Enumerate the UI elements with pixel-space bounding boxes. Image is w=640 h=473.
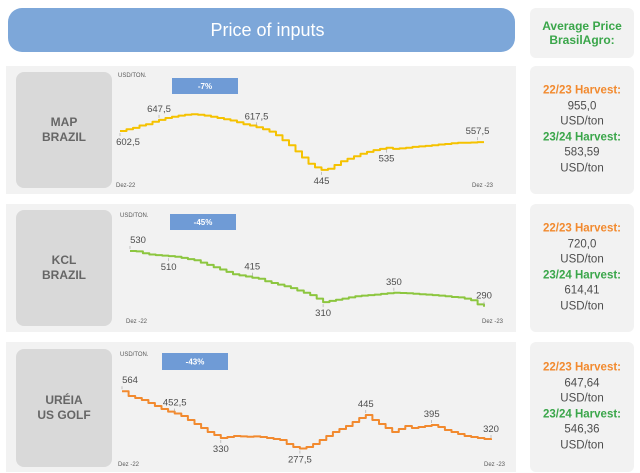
kcl-average-panel: 22/23 Harvest: 720,0 USD/ton 23/24 Harve… <box>530 204 634 332</box>
kcl-data-label: 310 <box>315 308 331 319</box>
map-data-label: 535 <box>379 154 395 165</box>
kcl-harvest-2223-unit: USD/ton <box>560 253 604 266</box>
map-chart: USD/TON. -7% Dez-22 Dez -23 602,5 647,5 617,5 4… <box>116 73 494 189</box>
map-data-label: 602,5 <box>116 137 140 148</box>
kcl-chart-panel: KCL BRAZIL USD/TON. -45% Dez -22 Dez -23 530… <box>6 204 516 332</box>
ureia-price-line <box>122 390 492 450</box>
ureia-name-line1: URÉIA <box>45 393 83 407</box>
map-harvest-2223-value: 955,0 <box>567 100 597 112</box>
kcl-label-box: KCL BRAZIL <box>16 210 112 326</box>
kcl-harvest-2324-value: 614,41 <box>564 284 600 297</box>
ureia-harvest-2223-value: 647,64 <box>564 377 600 389</box>
map-harvest-2223-unit: USD/ton <box>560 115 604 128</box>
title-bar: Price of inputs <box>8 8 515 52</box>
map-chart-panel: MAP BRAZIL USD/TON. -7% Dez-22 Dez -23 602,5… <box>6 66 516 194</box>
kcl-name-line2: BRAZIL <box>42 268 86 282</box>
kcl-harvest-2324-unit: USD/ton <box>560 300 604 312</box>
map-data-label: 445 <box>314 176 330 187</box>
map-change-label: -7% <box>198 82 212 91</box>
average-price-title-line1: Average Price <box>542 18 622 33</box>
ureia-data-label: 452,5 <box>163 398 187 409</box>
kcl-data-label: 530 <box>130 235 146 246</box>
map-label-box: MAP BRAZIL <box>16 72 112 188</box>
ureia-unit-label: USD/TON. <box>120 352 149 358</box>
kcl-unit-label: USD/TON. <box>120 213 149 219</box>
kcl-data-label: 290 <box>476 291 492 302</box>
map-data-label: 557,5 <box>466 126 490 137</box>
kcl-data-label: 350 <box>386 277 402 288</box>
map-name-line1: MAP <box>50 115 78 129</box>
map-price-line <box>120 113 484 171</box>
ureia-chart: USD/TON. -43% Dez -22 Dez -23 564 452,5 330 277… <box>118 352 506 468</box>
ureia-data-label: 445 <box>358 399 374 410</box>
ureia-harvest-2324-value: 546,36 <box>564 423 600 436</box>
ureia-change-label: -43% <box>186 358 205 367</box>
ureia-data-label: 330 <box>213 444 229 455</box>
map-change-box <box>172 78 238 94</box>
ureia-change-box <box>162 353 228 370</box>
average-price-title-line2: BrasilAgro: <box>549 33 615 47</box>
kcl-x-start-label: Dez -22 <box>126 319 148 325</box>
map-unit-label: USD/TON. <box>118 73 147 79</box>
ureia-harvest-2223-unit: USD/ton <box>560 392 604 405</box>
kcl-change-box <box>170 214 236 230</box>
ureia-average-panel: 22/23 Harvest: 647,64 USD/ton 23/24 Harv… <box>530 342 634 472</box>
ureia-name-line2: US GOLF <box>37 408 91 422</box>
map-harvest-2223-label: 22/23 Harvest: <box>543 84 621 97</box>
ureia-chart-panel: URÉIA US GOLF USD/TON. -43% Dez -22 Dez -23… <box>6 342 516 472</box>
map-data-label: 617,5 <box>245 111 269 122</box>
map-harvest-2324-label: 23/24 Harvest: <box>543 131 621 143</box>
map-average-panel: 22/23 Harvest: 955,0 USD/ton 23/24 Harve… <box>530 66 634 194</box>
kcl-chart: USD/TON. -45% Dez -22 Dez -23 530 510 415 310 35… <box>120 213 504 325</box>
kcl-x-end-label: Dez -23 <box>482 319 504 325</box>
kcl-harvest-2324-label: 23/24 Harvest: <box>543 269 621 281</box>
ureia-harvest-2223-label: 22/23 Harvest: <box>543 361 621 374</box>
kcl-price-line <box>130 250 485 307</box>
ureia-data-label: 320 <box>483 424 499 435</box>
map-x-end-label: Dez -23 <box>472 183 494 189</box>
map-data-label: 647,5 <box>147 104 171 115</box>
map-harvest-2324-unit: USD/ton <box>560 162 604 174</box>
page-title: Price of inputs <box>210 19 325 40</box>
kcl-harvest-2223-value: 720,0 <box>567 238 597 250</box>
kcl-data-label: 510 <box>161 262 177 273</box>
map-name-line2: BRAZIL <box>42 130 86 144</box>
kcl-data-label: 415 <box>244 262 260 273</box>
kcl-harvest-2223-label: 22/23 Harvest: <box>543 222 621 235</box>
ureia-x-start-label: Dez -22 <box>118 462 140 468</box>
map-harvest-2324-value: 583,59 <box>564 146 600 159</box>
map-x-start-label: Dez-22 <box>116 183 136 189</box>
ureia-data-label: 395 <box>424 409 440 420</box>
ureia-harvest-2324-label: 23/24 Harvest: <box>543 408 621 420</box>
ureia-data-label: 564 <box>122 375 138 386</box>
average-price-title: Average Price BrasilAgro: <box>530 8 634 58</box>
kcl-change-label: -45% <box>194 218 213 227</box>
ureia-x-end-label: Dez -23 <box>484 462 506 468</box>
ureia-label-box: URÉIA US GOLF <box>16 349 112 467</box>
kcl-name-line1: KCL <box>51 253 77 267</box>
ureia-harvest-2324-unit: USD/ton <box>560 439 604 451</box>
ureia-data-label: 277,5 <box>288 455 312 466</box>
